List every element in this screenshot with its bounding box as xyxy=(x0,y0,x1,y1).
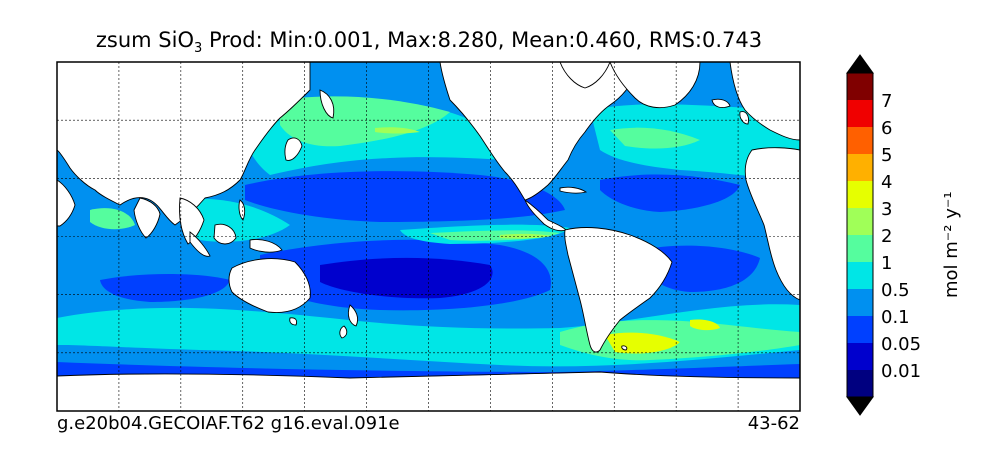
chart-title: zsum SiO3 Prod: Min:0.001, Max:8.280, Me… xyxy=(0,28,858,56)
land-sumatra xyxy=(189,231,211,257)
colorbar-tick-label: 5 xyxy=(881,145,892,166)
title-prefix: zsum SiO xyxy=(95,28,194,52)
land-north-america xyxy=(439,62,641,201)
south-pacific-gyre-core xyxy=(320,257,493,299)
colorbar-swatch xyxy=(847,73,873,100)
land-tasmania xyxy=(289,317,298,326)
run-id-label: g.e20b04.GECOIAF.T62 g16.eval.091e xyxy=(57,413,400,434)
colorbar-units-label: mol m⁻² y⁻¹ xyxy=(941,191,962,298)
land-japan xyxy=(284,137,303,161)
land-masses xyxy=(57,62,800,411)
map-frame xyxy=(56,61,801,412)
north-pacific-yellow-edge xyxy=(375,127,420,134)
land-europe xyxy=(729,62,800,141)
colorbar-tick-labels: 0.01 0.05 0.1 0.5 1 2 3 4 5 6 7 xyxy=(881,91,921,382)
colorbar-swatch xyxy=(847,154,873,181)
land-borneo xyxy=(213,223,237,245)
indonesia-cyan xyxy=(179,198,290,242)
north-pacific-gyre xyxy=(245,171,565,222)
colorbar-tick-label: 0.01 xyxy=(881,361,921,382)
land-uk xyxy=(739,111,749,125)
arabian-sea-green xyxy=(90,208,135,230)
colorbar-tick-label: 3 xyxy=(881,199,892,220)
land-arctic-islands xyxy=(559,62,611,89)
indian-ocean-gyre xyxy=(100,274,230,302)
land-cuba xyxy=(559,186,588,194)
colorbar-tick-label: 0.05 xyxy=(881,334,921,355)
land-india xyxy=(133,197,161,239)
colorbar-swatch xyxy=(847,262,873,289)
colorbar-extend-max xyxy=(846,54,874,74)
title-rest: Prod: Min:0.001, Max:8.280, Mean:0.460, … xyxy=(202,28,763,52)
colorbar-swatch xyxy=(847,316,873,343)
colorbar-tick-label: 7 xyxy=(881,91,892,112)
land-africa-horn xyxy=(57,179,76,227)
land-falklands xyxy=(621,345,628,351)
colorbar-tick-label: 2 xyxy=(881,226,892,247)
land-new-zealand-south xyxy=(339,325,348,339)
colorbar-swatch xyxy=(847,343,873,370)
colorbar-swatch xyxy=(847,370,873,397)
colorbar-frame xyxy=(846,72,874,398)
colorbar-extend-min xyxy=(846,396,874,416)
land-kamchatka xyxy=(319,89,335,119)
colorbar-swatch xyxy=(847,289,873,316)
north-atlantic-green xyxy=(610,127,700,149)
land-iceland xyxy=(711,98,731,108)
colorbar-swatch xyxy=(847,127,873,154)
land-indochina xyxy=(179,197,205,245)
colorbar-tick-label: 0.5 xyxy=(881,280,910,301)
colorbar-swatch xyxy=(847,100,873,127)
land-new-guinea xyxy=(249,239,283,253)
colorbar-swatch xyxy=(847,181,873,208)
colorbar-tick-label: 0.1 xyxy=(881,307,910,328)
land-south-america xyxy=(564,227,673,353)
year-range-label: 43-62 xyxy=(747,413,800,434)
south-atlantic-gyre xyxy=(640,245,760,292)
north-pacific-green xyxy=(280,96,450,147)
land-new-zealand xyxy=(347,304,359,327)
patagonia-yellow-patch-2 xyxy=(690,319,720,331)
colorbar-swatch xyxy=(847,208,873,235)
colorbar-tick-label: 6 xyxy=(881,118,892,139)
colorbar-tick-label: 4 xyxy=(881,172,892,193)
colorbar-swatches xyxy=(846,54,874,416)
land-africa-west xyxy=(744,147,800,301)
colorbar-swatch xyxy=(847,235,873,262)
land-australia xyxy=(228,258,311,313)
colorbar-tick-label: 1 xyxy=(881,253,892,274)
land-greenland xyxy=(609,62,701,109)
title-subscript: 3 xyxy=(193,41,203,57)
land-eurasia-west xyxy=(57,62,311,226)
north-atlantic-gyre xyxy=(600,174,740,212)
